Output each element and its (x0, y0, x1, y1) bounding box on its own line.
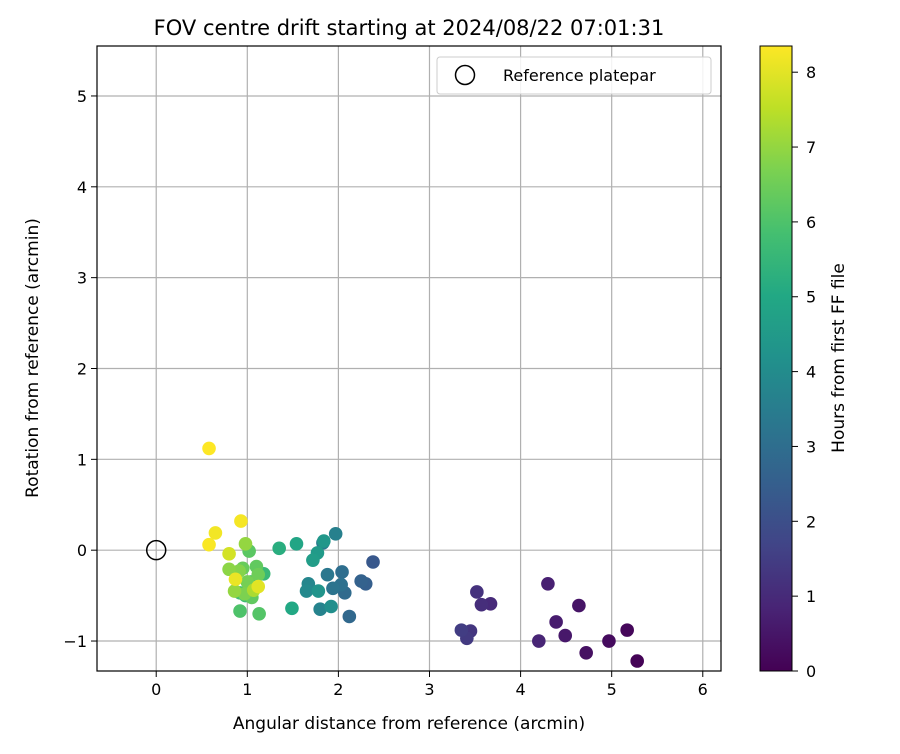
data-point (208, 526, 223, 540)
data-point (202, 441, 216, 456)
data-point (602, 634, 616, 648)
x-tick-label: 6 (698, 680, 708, 699)
colorbar-tick-label: 1 (806, 587, 816, 606)
data-point (317, 534, 331, 548)
data-point (222, 547, 236, 561)
data-point (366, 555, 380, 569)
legend-label: Reference platepar (503, 66, 656, 85)
x-axis-ticks: 0 1 2 3 4 5 6 (151, 671, 708, 699)
colorbar-tick-label: 7 (806, 138, 816, 157)
colorbar-tick-label: 4 (806, 363, 816, 382)
chart-title: FOV centre drift starting at 2024/08/22 … (154, 16, 665, 40)
colorbar-tick-label: 2 (806, 512, 816, 531)
x-tick-label: 1 (242, 680, 252, 699)
data-point (202, 537, 216, 552)
y-tick-label: −1 (63, 632, 87, 651)
x-axis-label: Angular distance from reference (arcmin) (233, 714, 585, 734)
x-tick-label: 0 (151, 680, 161, 699)
data-point (251, 567, 266, 582)
data-point (454, 623, 469, 637)
colorbar-tick-label: 5 (806, 288, 816, 307)
colorbar-gradient (759, 45, 793, 672)
data-point (311, 584, 326, 598)
data-point (354, 574, 368, 588)
reference-platepar-marker (145, 539, 167, 561)
colorbar-tick-label: 0 (806, 662, 816, 681)
data-points (202, 441, 644, 668)
data-point (549, 615, 563, 629)
data-point (328, 527, 343, 541)
plot-area-frame (96, 45, 722, 672)
data-point (324, 599, 338, 614)
data-point (326, 581, 340, 596)
data-point (228, 572, 243, 587)
data-point (222, 562, 236, 577)
colorbar-tick-label: 3 (806, 437, 816, 456)
legend: Reference platepar (436, 56, 712, 95)
legend-box (436, 56, 712, 95)
grid-lines (97, 46, 721, 671)
colorbar-tick-label: 8 (806, 63, 816, 82)
x-tick-label: 5 (607, 680, 617, 699)
data-point (285, 601, 299, 616)
data-point (238, 537, 253, 551)
colorbar-label: Hours from first FF file (829, 263, 849, 453)
data-point (470, 585, 484, 599)
data-point (320, 567, 335, 582)
colorbar-tick-label: 6 (806, 213, 816, 232)
y-axis-ticks: −1 0 1 2 3 4 5 (63, 87, 97, 651)
data-point (227, 584, 242, 598)
y-tick-label: 2 (77, 359, 87, 378)
data-point (335, 565, 349, 579)
y-tick-label: 1 (77, 450, 87, 469)
reference-marker-group (145, 539, 167, 561)
x-tick-label: 2 (333, 680, 343, 699)
data-point (579, 646, 593, 660)
x-tick-label: 4 (515, 680, 525, 699)
colorbar-ticks: 0 1 2 3 4 5 6 7 8 (792, 63, 816, 681)
data-point (532, 634, 546, 648)
y-tick-label: 5 (77, 87, 87, 106)
data-point (541, 576, 555, 591)
data-point (558, 628, 573, 643)
data-point (630, 654, 644, 668)
x-tick-label: 3 (424, 680, 434, 699)
y-axis-label: Rotation from reference (arcmin) (23, 218, 43, 498)
y-tick-label: 0 (77, 541, 87, 560)
data-point (572, 598, 586, 613)
y-tick-label: 3 (77, 269, 87, 288)
data-point (620, 623, 634, 637)
legend-marker-icon (454, 64, 476, 86)
colorbar: 0 1 2 3 4 5 6 7 8 Hours from first FF file (759, 45, 849, 681)
data-point (289, 537, 304, 551)
data-point (233, 604, 247, 618)
data-point (272, 541, 286, 556)
data-point (252, 606, 266, 621)
data-point (313, 602, 327, 617)
data-point (299, 584, 314, 598)
data-point (234, 514, 248, 528)
data-point (306, 553, 320, 567)
data-point (251, 579, 266, 594)
data-point (474, 597, 489, 612)
data-point (342, 609, 357, 624)
y-tick-label: 4 (77, 178, 87, 197)
